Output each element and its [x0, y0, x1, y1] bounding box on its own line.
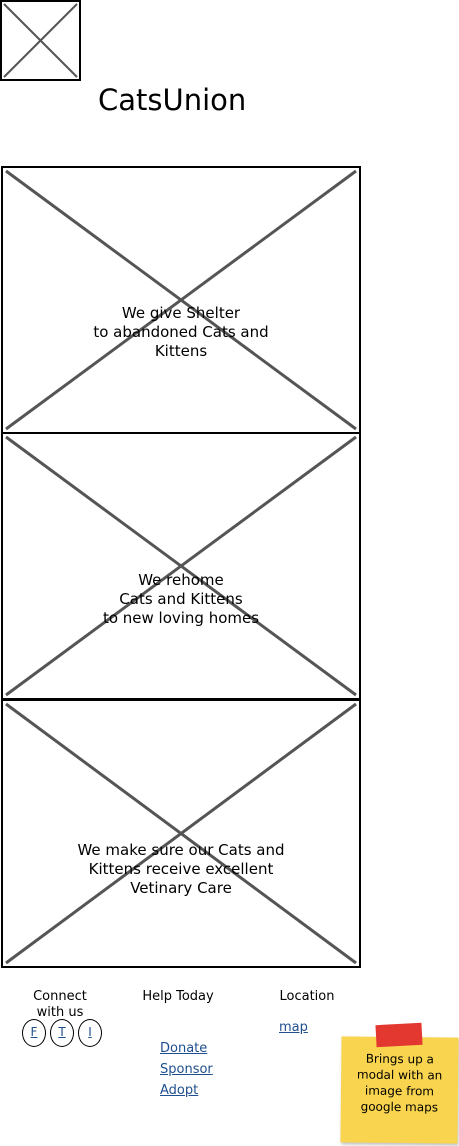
help-heading: Help Today [142, 989, 214, 1004]
adopt-link[interactable]: Adopt [160, 1083, 199, 1098]
location-heading: Location [279, 989, 335, 1004]
facebook-button[interactable]: F [22, 1019, 46, 1047]
hero-panel-shelter: We give Shelter to abandoned Cats and Ki… [1, 166, 361, 434]
map-link[interactable]: map [279, 1020, 308, 1035]
hero-panel-rehome: We rehome Cats and Kittens to new loving… [1, 432, 361, 700]
sticky-note: Brings up a modal with an image from goo… [340, 1036, 459, 1144]
logo-placeholder [0, 0, 81, 81]
donate-link[interactable]: Donate [160, 1041, 208, 1056]
image-placeholder-icon [3, 3, 78, 78]
sticky-note-tape [375, 1022, 423, 1048]
panel-caption: We rehome Cats and Kittens to new loving… [102, 571, 260, 627]
image-placeholder-icon [5, 702, 357, 965]
site-title: CatsUnion [98, 83, 247, 117]
panel-caption: We make sure our Cats and Kittens receiv… [77, 841, 285, 897]
instagram-button[interactable]: I [78, 1019, 102, 1047]
connect-heading: Connect with us [33, 989, 87, 1020]
panel-caption: We give Shelter to abandoned Cats and Ki… [93, 304, 269, 360]
sponsor-link[interactable]: Sponsor [160, 1062, 213, 1077]
image-placeholder-icon [5, 435, 357, 697]
image-placeholder-icon [5, 169, 357, 431]
sticky-note-text: Brings up a modal with an image from goo… [356, 1051, 443, 1115]
hero-panel-vet-care: We make sure our Cats and Kittens receiv… [1, 699, 361, 968]
twitter-button[interactable]: T [50, 1019, 74, 1047]
